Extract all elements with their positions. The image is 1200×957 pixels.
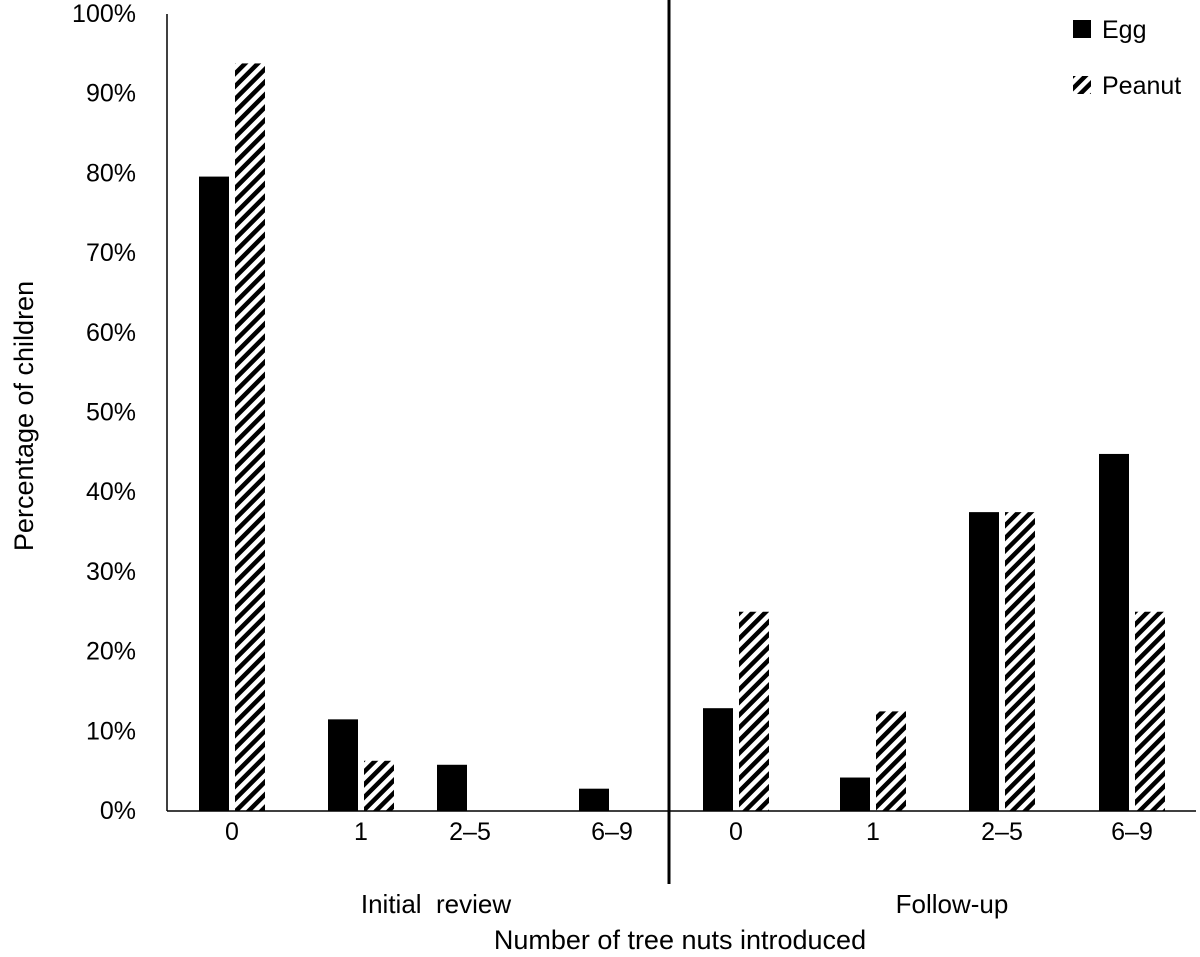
group-label-1: Follow-up xyxy=(896,889,1009,919)
bar-egg-4 xyxy=(703,708,733,811)
y-tick-label: 10% xyxy=(86,717,136,745)
legend-swatch-peanut xyxy=(1073,76,1091,94)
x-category-labels: 0 1 2–5 6–9 0 1 2–5 6–9 xyxy=(225,818,1153,846)
x-category-label: 0 xyxy=(729,818,743,846)
bar-peanut-4 xyxy=(739,611,769,811)
bar-peanut-5 xyxy=(876,711,906,811)
bar-peanut-1 xyxy=(364,760,394,811)
y-tick-label: 0% xyxy=(100,797,136,825)
y-tick-label: 70% xyxy=(86,239,136,267)
group-labels: Initial review Follow-up xyxy=(361,889,1009,919)
bar-peanut-7 xyxy=(1135,611,1165,811)
group-label-0: Initial review xyxy=(361,889,511,919)
y-tick-label: 40% xyxy=(86,478,136,506)
bar-egg-7 xyxy=(1099,453,1129,811)
x-category-label: 6–9 xyxy=(591,818,633,846)
bar-egg-5 xyxy=(840,777,870,811)
x-axis-title: Number of tree nuts introduced xyxy=(494,925,866,955)
y-tick-label: 30% xyxy=(86,558,136,586)
axes-layer xyxy=(166,0,1196,884)
bar-egg-6 xyxy=(969,512,999,811)
y-axis-title: Percentage of children xyxy=(9,281,39,551)
y-tick-label: 90% xyxy=(86,80,136,108)
x-category-label: 2–5 xyxy=(449,818,491,846)
x-category-label: 0 xyxy=(225,818,239,846)
x-category-label: 1 xyxy=(866,818,880,846)
bars-layer xyxy=(199,63,1165,811)
y-tick-label: 80% xyxy=(86,159,136,187)
bar-egg-1 xyxy=(328,719,358,811)
x-category-label: 2–5 xyxy=(981,818,1023,846)
y-tick-label: 20% xyxy=(86,638,136,666)
bar-egg-0 xyxy=(199,176,229,811)
bar-egg-2 xyxy=(437,764,467,811)
bar-peanut-0 xyxy=(235,63,265,811)
y-tick-labels: 0% 10% 20% 30% 40% 50% 60% 70% 80% 90% 100% xyxy=(72,0,136,825)
legend-label-egg: Egg xyxy=(1102,16,1146,44)
x-category-label: 1 xyxy=(354,818,368,846)
y-tick-label: 50% xyxy=(86,399,136,427)
x-category-label: 6–9 xyxy=(1111,818,1153,846)
y-tick-label: 100% xyxy=(72,0,136,28)
legend: Egg Peanut xyxy=(1073,16,1181,100)
bar-egg-3 xyxy=(579,788,609,811)
y-tick-label: 60% xyxy=(86,319,136,347)
legend-label-peanut: Peanut xyxy=(1102,72,1181,100)
legend-swatch-egg xyxy=(1073,20,1091,38)
bar-peanut-6 xyxy=(1005,512,1035,811)
